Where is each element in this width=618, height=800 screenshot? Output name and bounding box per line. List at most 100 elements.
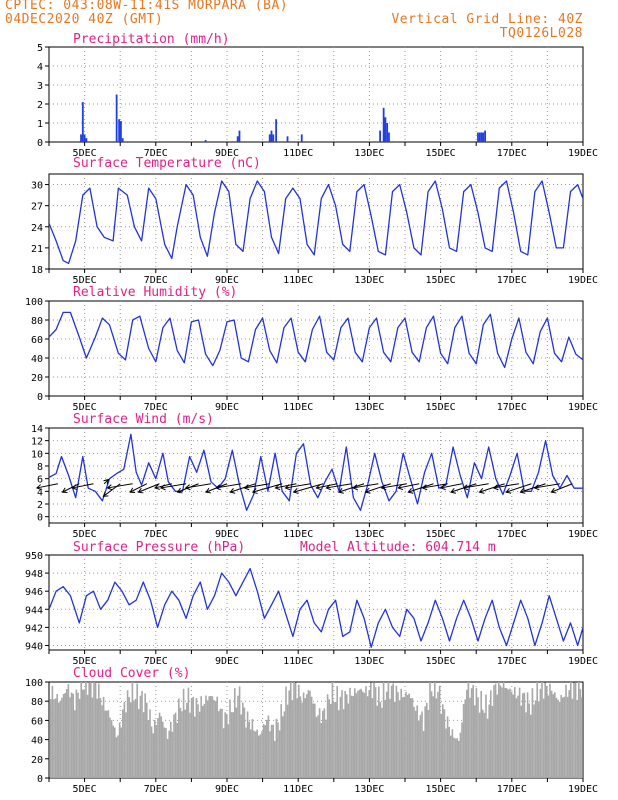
wind-vector-head: [205, 487, 212, 494]
cloud-cover-bar: [261, 731, 263, 778]
cloud-cover-bar: [208, 696, 210, 778]
cloud-cover-bar: [339, 696, 342, 778]
cloud-cover-bar: [189, 712, 191, 778]
cloud-cover-bar: [506, 688, 508, 778]
x-tick-label: 17DEC: [497, 402, 527, 413]
cloud-cover-bar: [82, 689, 84, 778]
wind-vector: [398, 483, 420, 489]
cloud-cover-bar: [264, 725, 266, 778]
cloud-cover-bar: [405, 691, 407, 778]
cloud-cover-bar: [579, 688, 582, 778]
y-tick-label: 24: [31, 223, 43, 234]
y-tick-label: 8: [37, 462, 43, 473]
cloud-cover-bar: [106, 710, 108, 778]
y-tick-label: 946: [25, 587, 43, 598]
y-tick-label: 2: [37, 100, 43, 111]
cloud-cover-bar: [342, 709, 345, 778]
cloud-cover-bar: [173, 714, 175, 778]
cloud-cover-bar: [502, 682, 505, 778]
cloud-cover-bar: [154, 720, 156, 778]
wind-vector: [107, 483, 133, 489]
cloud-cover-bar: [61, 697, 63, 778]
cloud-cover-bar: [466, 689, 468, 778]
cloud-cover-bar: [152, 733, 154, 778]
cloud-cover-bar: [187, 687, 190, 778]
header-model-code: TQ0126L028: [499, 26, 583, 41]
x-tick-label: 17DEC: [497, 656, 527, 667]
wind-vector: [506, 483, 532, 493]
wind-vector-head: [550, 487, 557, 494]
cloud-cover-bar: [256, 729, 258, 778]
cloud-cover-bar: [338, 710, 340, 778]
cloud-cover-bar: [363, 692, 366, 778]
cloud-cover-bar: [301, 702, 303, 778]
cloud-cover-bar: [446, 716, 449, 778]
cloud-cover-bar: [558, 701, 561, 778]
x-tick-label: 13DEC: [354, 656, 384, 667]
cloud-cover-bar: [53, 699, 55, 778]
cloud-cover-bar: [128, 697, 130, 778]
cloud-cover-bar: [86, 694, 89, 778]
cloud-cover-bar: [253, 730, 255, 778]
cloud-cover-bar: [435, 698, 438, 778]
cloud-cover-bar: [270, 724, 273, 778]
precip-bar: [85, 138, 88, 142]
y-tick-label: 942: [25, 623, 43, 634]
x-tick-label: 9DEC: [215, 402, 239, 413]
precip-bar: [81, 102, 84, 142]
wind-vector-head: [251, 488, 258, 494]
cloud-cover-bar: [131, 682, 134, 778]
cloud-cover-bar: [406, 694, 409, 778]
cloud-cover-bar: [384, 699, 386, 778]
cloud-cover-bar: [520, 705, 522, 778]
cloud-cover-bar: [176, 722, 178, 778]
cloud-cover-bar: [366, 696, 369, 778]
cloud-cover-bar: [390, 685, 393, 778]
x-tick-label: 11DEC: [283, 656, 313, 667]
y-tick-label: 6: [37, 475, 43, 486]
cloud-cover-bar: [352, 696, 354, 778]
cloud-cover-bar: [222, 728, 225, 778]
cloud-cover-bar: [549, 683, 551, 778]
cloud-cover-bar: [456, 738, 458, 778]
cloud-cover-bar: [178, 698, 180, 778]
cloud-cover-bar: [182, 688, 185, 778]
cloud-cover-bar: [573, 682, 575, 778]
precip-bar: [480, 132, 483, 142]
x-tick-label: 17DEC: [497, 529, 527, 540]
cloud-cover-bar: [78, 698, 81, 778]
cloud-cover-bar: [536, 682, 538, 778]
cloud-cover-bar: [542, 698, 545, 778]
cloud-cover-bar: [453, 737, 455, 778]
cloud-cover-bar: [403, 696, 406, 778]
cloud-cover-bar: [322, 710, 324, 778]
wind-vector: [103, 479, 109, 485]
y-tick-label: 18: [31, 265, 43, 276]
wind-vector: [316, 483, 338, 489]
y-tick-label: 5: [37, 43, 43, 54]
cloud-cover-bar: [530, 714, 532, 778]
cloud-cover-bar: [230, 712, 233, 778]
wind-vector-head: [315, 484, 322, 491]
cloud-cover-bar: [451, 729, 454, 778]
cloud-cover-bar: [64, 693, 66, 778]
wind-vector-head: [243, 484, 250, 491]
y-tick-label: 80: [31, 316, 43, 327]
cloud-cover-bar: [458, 740, 460, 778]
cloud-cover-bar: [422, 731, 425, 778]
cloud-cover-bar: [525, 712, 527, 778]
wind-vector-head: [397, 484, 404, 491]
x-tick-label: 11DEC: [283, 402, 313, 413]
cloud-cover-bar: [190, 698, 193, 778]
x-tick-label: 15DEC: [426, 148, 456, 159]
cloud-cover-bar: [442, 704, 444, 778]
precip-bar: [272, 134, 275, 142]
precip-bar: [384, 117, 387, 142]
precip-bar: [118, 119, 121, 142]
y-tick-label: 27: [31, 202, 43, 213]
cloud-cover-bar: [126, 690, 129, 778]
relative-humidity-title: Relative Humidity (%): [73, 285, 237, 300]
x-tick-label: 11DEC: [283, 148, 313, 159]
cloud-cover-bar: [507, 689, 510, 778]
